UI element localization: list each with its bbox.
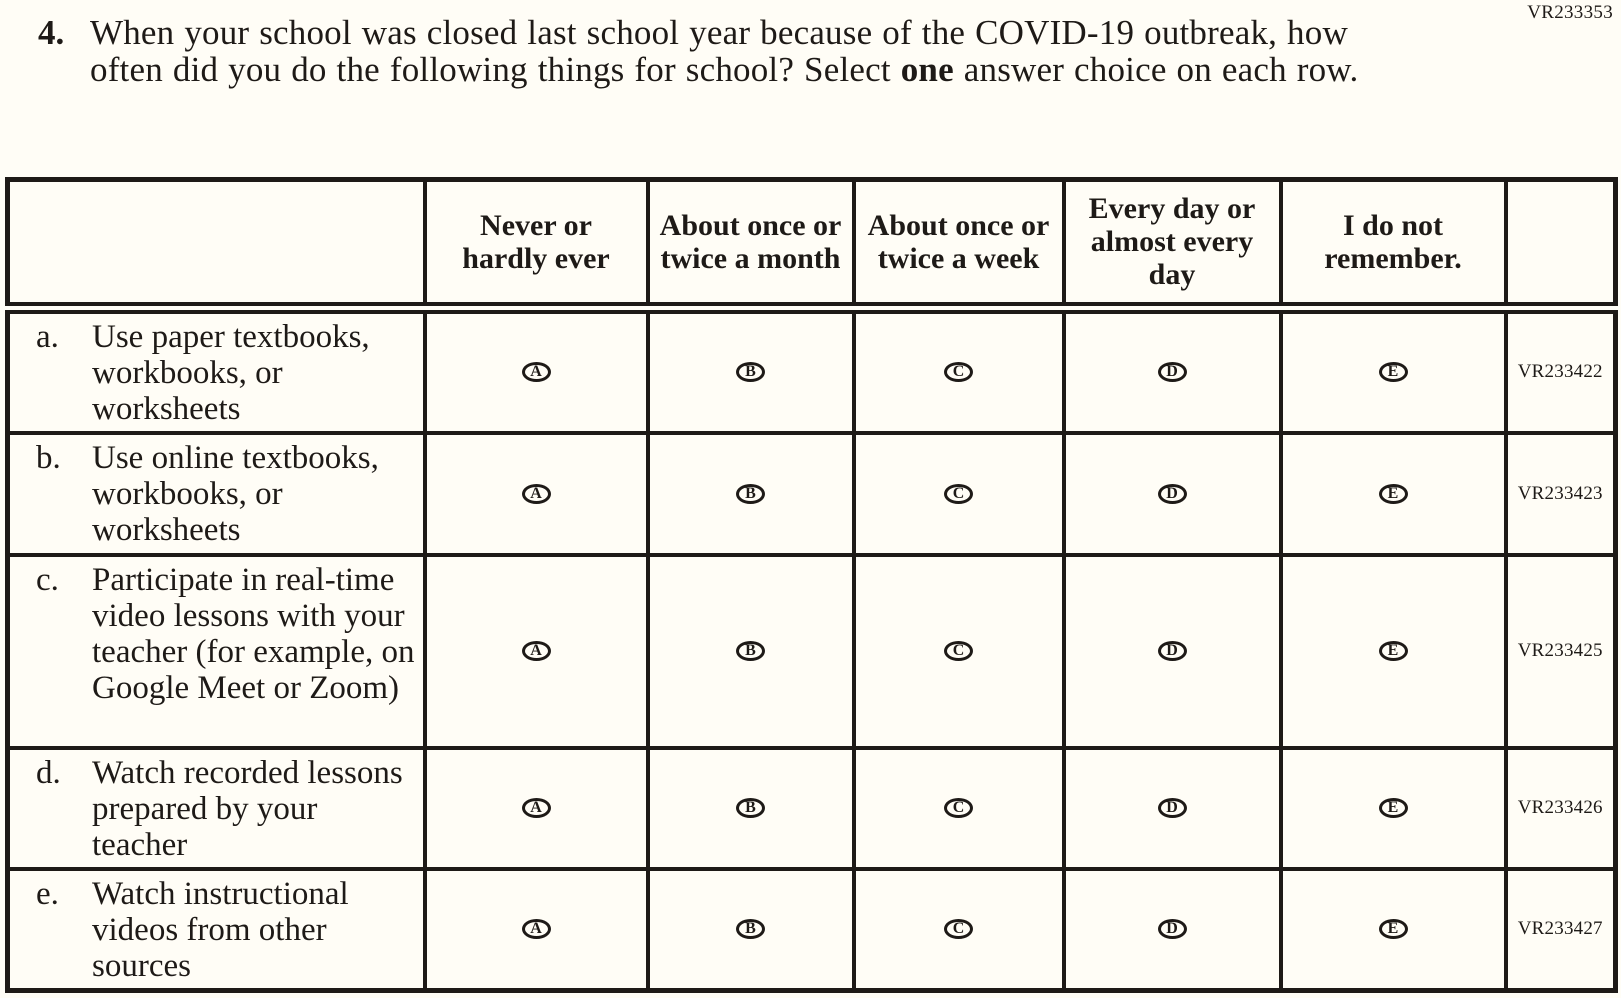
- answer-bubble-e-C[interactable]: C: [944, 919, 973, 940]
- header-stub-cell: [5, 177, 427, 314]
- item-code: VR233422: [1503, 305, 1618, 435]
- answer-bubble-a-C[interactable]: C: [944, 362, 973, 382]
- answer-bubble-b-A[interactable]: A: [521, 483, 551, 504]
- answer-bubble-a-A[interactable]: A: [521, 362, 551, 382]
- answer-cell: D: [1061, 305, 1283, 435]
- answer-cell: A: [422, 430, 650, 557]
- item-letter: b.: [36, 439, 61, 476]
- answer-cell: B: [645, 305, 856, 435]
- answer-bubble-b-E[interactable]: E: [1378, 483, 1408, 504]
- answer-bubble-b-B[interactable]: B: [736, 483, 765, 504]
- answer-bubble-d-D[interactable]: D: [1157, 798, 1187, 818]
- answer-bubble-b-C[interactable]: C: [944, 483, 973, 504]
- table-row-d: d. Watch recorded lessons prepared by yo…: [5, 745, 1618, 871]
- item-code: VR233423: [1503, 430, 1618, 557]
- answer-cell: C: [851, 745, 1066, 871]
- item-label: Watch instructional videos from other so…: [92, 875, 349, 984]
- item-code: VR233425: [1503, 552, 1618, 750]
- question-block: 4. When your school was closed last scho…: [38, 14, 1390, 88]
- answer-bubble-e-A[interactable]: A: [521, 919, 551, 940]
- answer-cell: E: [1278, 866, 1508, 993]
- answer-cell: C: [851, 430, 1066, 557]
- answer-bubble-c-D[interactable]: D: [1157, 641, 1187, 661]
- item-label: Participate in real-time video lessons w…: [92, 561, 415, 706]
- header-every-day: Every day or almost every day: [1061, 177, 1283, 314]
- header-code-cell: [1503, 177, 1618, 314]
- question-text: When your school was closed last school …: [90, 14, 1390, 88]
- answer-cell: A: [422, 866, 650, 993]
- answer-bubble-a-B[interactable]: B: [736, 362, 765, 382]
- answer-bubble-e-B[interactable]: B: [736, 919, 765, 940]
- item-code: VR233427: [1503, 866, 1618, 993]
- answer-bubble-d-B[interactable]: B: [736, 798, 765, 818]
- question-text-start: When your school was closed last school …: [90, 13, 1348, 89]
- answer-bubble-a-E[interactable]: E: [1378, 362, 1408, 382]
- item-label-cell: b. Use online textbooks, workbooks, or w…: [5, 430, 427, 557]
- item-label: Use paper textbooks, workbooks, or works…: [92, 318, 370, 427]
- answer-bubble-d-A[interactable]: A: [521, 798, 551, 818]
- item-letter: d.: [36, 754, 61, 791]
- answer-bubble-c-A[interactable]: A: [521, 641, 551, 661]
- item-letter: a.: [36, 318, 59, 355]
- answer-cell: C: [851, 552, 1066, 750]
- header-once-twice-week: About once or twice a week: [851, 177, 1066, 314]
- answer-cell: A: [422, 745, 650, 871]
- answer-bubble-a-D[interactable]: D: [1157, 362, 1187, 382]
- item-label-cell: d. Watch recorded lessons prepared by yo…: [5, 745, 427, 871]
- answer-bubble-c-E[interactable]: E: [1378, 641, 1408, 661]
- answer-cell: D: [1061, 430, 1283, 557]
- item-code: VR233426: [1503, 745, 1618, 871]
- item-label: Watch recorded lessons prepared by your …: [92, 754, 403, 863]
- answer-cell: B: [645, 552, 856, 750]
- answer-cell: E: [1278, 430, 1508, 557]
- answer-bubble-c-C[interactable]: C: [944, 641, 973, 661]
- answer-bubble-c-B[interactable]: B: [736, 641, 765, 661]
- item-letter: c.: [36, 561, 59, 598]
- answer-cell: B: [645, 745, 856, 871]
- answer-bubble-d-C[interactable]: C: [944, 798, 973, 818]
- answer-cell: A: [422, 305, 650, 435]
- table-row-e: e. Watch instructional videos from other…: [5, 866, 1618, 993]
- table-row-c: c. Participate in real-time video lesson…: [5, 552, 1618, 750]
- answer-cell: E: [1278, 745, 1508, 871]
- answer-bubble-d-E[interactable]: E: [1378, 798, 1408, 818]
- item-label-cell: c. Participate in real-time video lesson…: [5, 552, 427, 750]
- answer-cell: C: [851, 305, 1066, 435]
- answer-cell: B: [645, 866, 856, 993]
- answer-cell: A: [422, 552, 650, 750]
- table-row-a: a. Use paper textbooks, workbooks, or wo…: [5, 305, 1618, 435]
- answer-bubble-e-E[interactable]: E: [1378, 919, 1408, 940]
- item-label: Use online textbooks, workbooks, or work…: [92, 439, 379, 548]
- answer-bubble-e-D[interactable]: D: [1157, 919, 1187, 940]
- answer-cell: E: [1278, 305, 1508, 435]
- answer-cell: D: [1061, 745, 1283, 871]
- question-text-end: answer choice on each row.: [953, 50, 1359, 89]
- table-row-b: b. Use online textbooks, workbooks, or w…: [5, 430, 1618, 557]
- answer-cell: D: [1061, 552, 1283, 750]
- answer-bubble-b-D[interactable]: D: [1157, 483, 1187, 504]
- header-row: Never or hardly ever About once or twice…: [5, 177, 1618, 314]
- question-text-bold-word: one: [900, 50, 954, 89]
- answer-cell: B: [645, 430, 856, 557]
- answer-cell: E: [1278, 552, 1508, 750]
- response-grid: Never or hardly ever About once or twice…: [5, 177, 1618, 993]
- header-once-twice-month: About once or twice a month: [645, 177, 856, 314]
- item-label-cell: a. Use paper textbooks, workbooks, or wo…: [5, 305, 427, 435]
- header-do-not-remember: I do not remember.: [1278, 177, 1508, 314]
- answer-cell: C: [851, 866, 1066, 993]
- page-form-code: VR233353: [1527, 2, 1613, 23]
- question-number: 4.: [38, 13, 65, 52]
- header-never-or-hardly-ever: Never or hardly ever: [422, 177, 650, 314]
- item-letter: e.: [36, 875, 59, 912]
- item-label-cell: e. Watch instructional videos from other…: [5, 866, 427, 993]
- answer-cell: D: [1061, 866, 1283, 993]
